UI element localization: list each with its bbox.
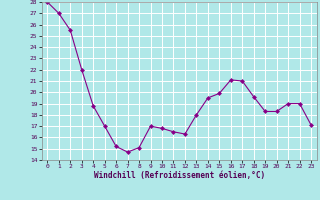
X-axis label: Windchill (Refroidissement éolien,°C): Windchill (Refroidissement éolien,°C) [94, 171, 265, 180]
